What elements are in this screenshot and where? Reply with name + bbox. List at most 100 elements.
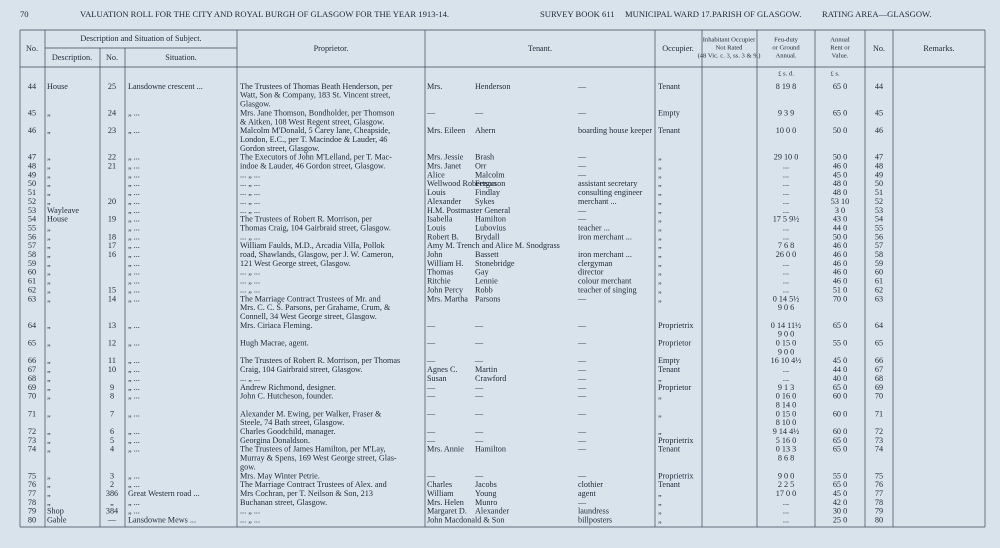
table-rules	[19, 29, 986, 528]
annual-rent: 42 0	[833, 498, 847, 507]
tenant-first: Charles	[427, 480, 452, 489]
annual-rent: 65 0	[833, 445, 847, 454]
tenant-occupation: —	[577, 215, 587, 224]
area: RATING AREA—GLASGOW.	[822, 9, 932, 19]
description: „	[47, 445, 51, 454]
tenant-last: Orr	[475, 162, 487, 171]
tenant-first: —	[426, 108, 436, 117]
occupier: Tenant	[658, 445, 681, 454]
row-no-right: 66	[875, 356, 883, 365]
tenant-first: Wellwood Robertson	[427, 179, 496, 188]
annual-rent: 50 0	[833, 232, 847, 241]
annual-rent: 60 0	[833, 392, 847, 401]
tenant-last: Hamilton	[475, 215, 506, 224]
description: „	[47, 268, 51, 277]
situation: „ ...	[128, 188, 140, 197]
col-situation: Situation.	[165, 53, 197, 62]
annual-rent: 44 0	[833, 223, 847, 232]
proprietor: ... „ ...	[240, 179, 260, 188]
description: „	[47, 392, 51, 401]
occupier: Tenant	[658, 480, 681, 489]
description: „	[47, 498, 51, 507]
feu-duty: 9 0 0	[778, 471, 794, 480]
tenant-last: Hamilton	[475, 445, 506, 454]
row-no: 56	[28, 232, 36, 241]
situation: „ ...	[128, 259, 140, 268]
description: „	[47, 365, 51, 374]
row-no: 54	[28, 215, 36, 224]
feu-duty: 8 10 0	[776, 418, 796, 427]
occupier: Empty	[658, 108, 681, 117]
row-no-right: 72	[875, 427, 883, 436]
number: 6	[110, 427, 114, 436]
proprietor: The Trustees of Robert R. Morrison, per …	[240, 356, 400, 365]
occupier: „	[658, 259, 662, 268]
feu-duty: 17 5 9½	[773, 215, 800, 224]
tenant-occupation: merchant ...	[578, 197, 617, 206]
feu-duty: ...	[783, 162, 789, 171]
situation: „ ...	[128, 250, 140, 259]
proprietor: Mrs Cochran, per T. Neilson & Son, 213	[240, 489, 373, 498]
row-no: 70	[28, 392, 36, 401]
tenant-last: Munro	[475, 498, 497, 507]
number: 14	[108, 294, 116, 303]
feu-duty: ...	[783, 170, 789, 179]
row-no: 48	[28, 162, 36, 171]
proprietor: The Trustees of James Hamilton, per M'La…	[240, 445, 386, 454]
tenant-last: Stonebridge	[475, 259, 515, 268]
proprietor: Mrs. Ciriaca Fleming.	[240, 321, 312, 330]
rent-units: £ s.	[830, 71, 840, 78]
description: „	[47, 232, 51, 241]
number: 11	[108, 356, 116, 365]
description: „	[47, 170, 51, 179]
proprietor: Murray & Spens, 169 West George street, …	[240, 454, 397, 463]
feu-duty: 8 6 8	[778, 454, 794, 463]
feu-duty: 9 3 9	[778, 108, 794, 117]
tenant-last: —	[474, 409, 484, 418]
proprietor: Alexander M. Ewing, per Walker, Fraser &	[240, 409, 382, 418]
tenant-occupation: clergyman	[578, 259, 612, 268]
col-remarks: Remarks.	[923, 44, 954, 53]
row-no: 77	[28, 489, 36, 498]
situation: „ ...	[128, 445, 140, 454]
annual-rent: 48 0	[833, 179, 847, 188]
row-no-right: 67	[875, 365, 883, 374]
description: „	[47, 188, 51, 197]
feu-duty: ...	[783, 498, 789, 507]
row-no: 68	[28, 374, 36, 383]
situation: „ ...	[128, 321, 140, 330]
feu-duty: ...	[783, 232, 789, 241]
tenant-occupation: colour merchant	[578, 277, 632, 286]
situation: „ ...	[128, 471, 140, 480]
feu-duty: 8 19 8	[776, 82, 796, 91]
row-no-right: 78	[875, 498, 883, 507]
feu-duty: 7 6 8	[778, 241, 794, 250]
situation: „ ...	[128, 339, 140, 348]
description: „	[47, 480, 51, 489]
row-no-right: 45	[875, 108, 883, 117]
situation: „ ...	[128, 277, 140, 286]
description: „	[47, 427, 51, 436]
proprietor: road, Shawlands, Glasgow, per J. W. Came…	[240, 250, 394, 259]
row-no-right: 61	[875, 277, 883, 286]
occupier: „	[658, 206, 662, 215]
tenant-occupation: —	[577, 498, 587, 507]
number: „	[110, 498, 114, 507]
situation: „ ...	[128, 206, 140, 215]
row-no: 57	[28, 241, 36, 250]
tenant-first: Mrs. Eileen	[427, 126, 465, 135]
situation: „ ...	[128, 268, 140, 277]
tenant-last: —	[474, 471, 484, 480]
occupier: Proprietor	[658, 383, 691, 392]
proprietor: ... „ ...	[240, 197, 260, 206]
col-inhabitant: Inhabitant Occupier	[703, 37, 756, 44]
tenant-occupation: —	[577, 153, 587, 162]
tenant-first: —	[426, 409, 436, 418]
row-no-right: 77	[875, 489, 883, 498]
feu-duty: ...	[783, 259, 789, 268]
row-no: 79	[28, 507, 36, 516]
tenant-first: —	[426, 436, 436, 445]
description: „	[47, 339, 51, 348]
feu-duty: 0 14 11½	[771, 321, 801, 330]
